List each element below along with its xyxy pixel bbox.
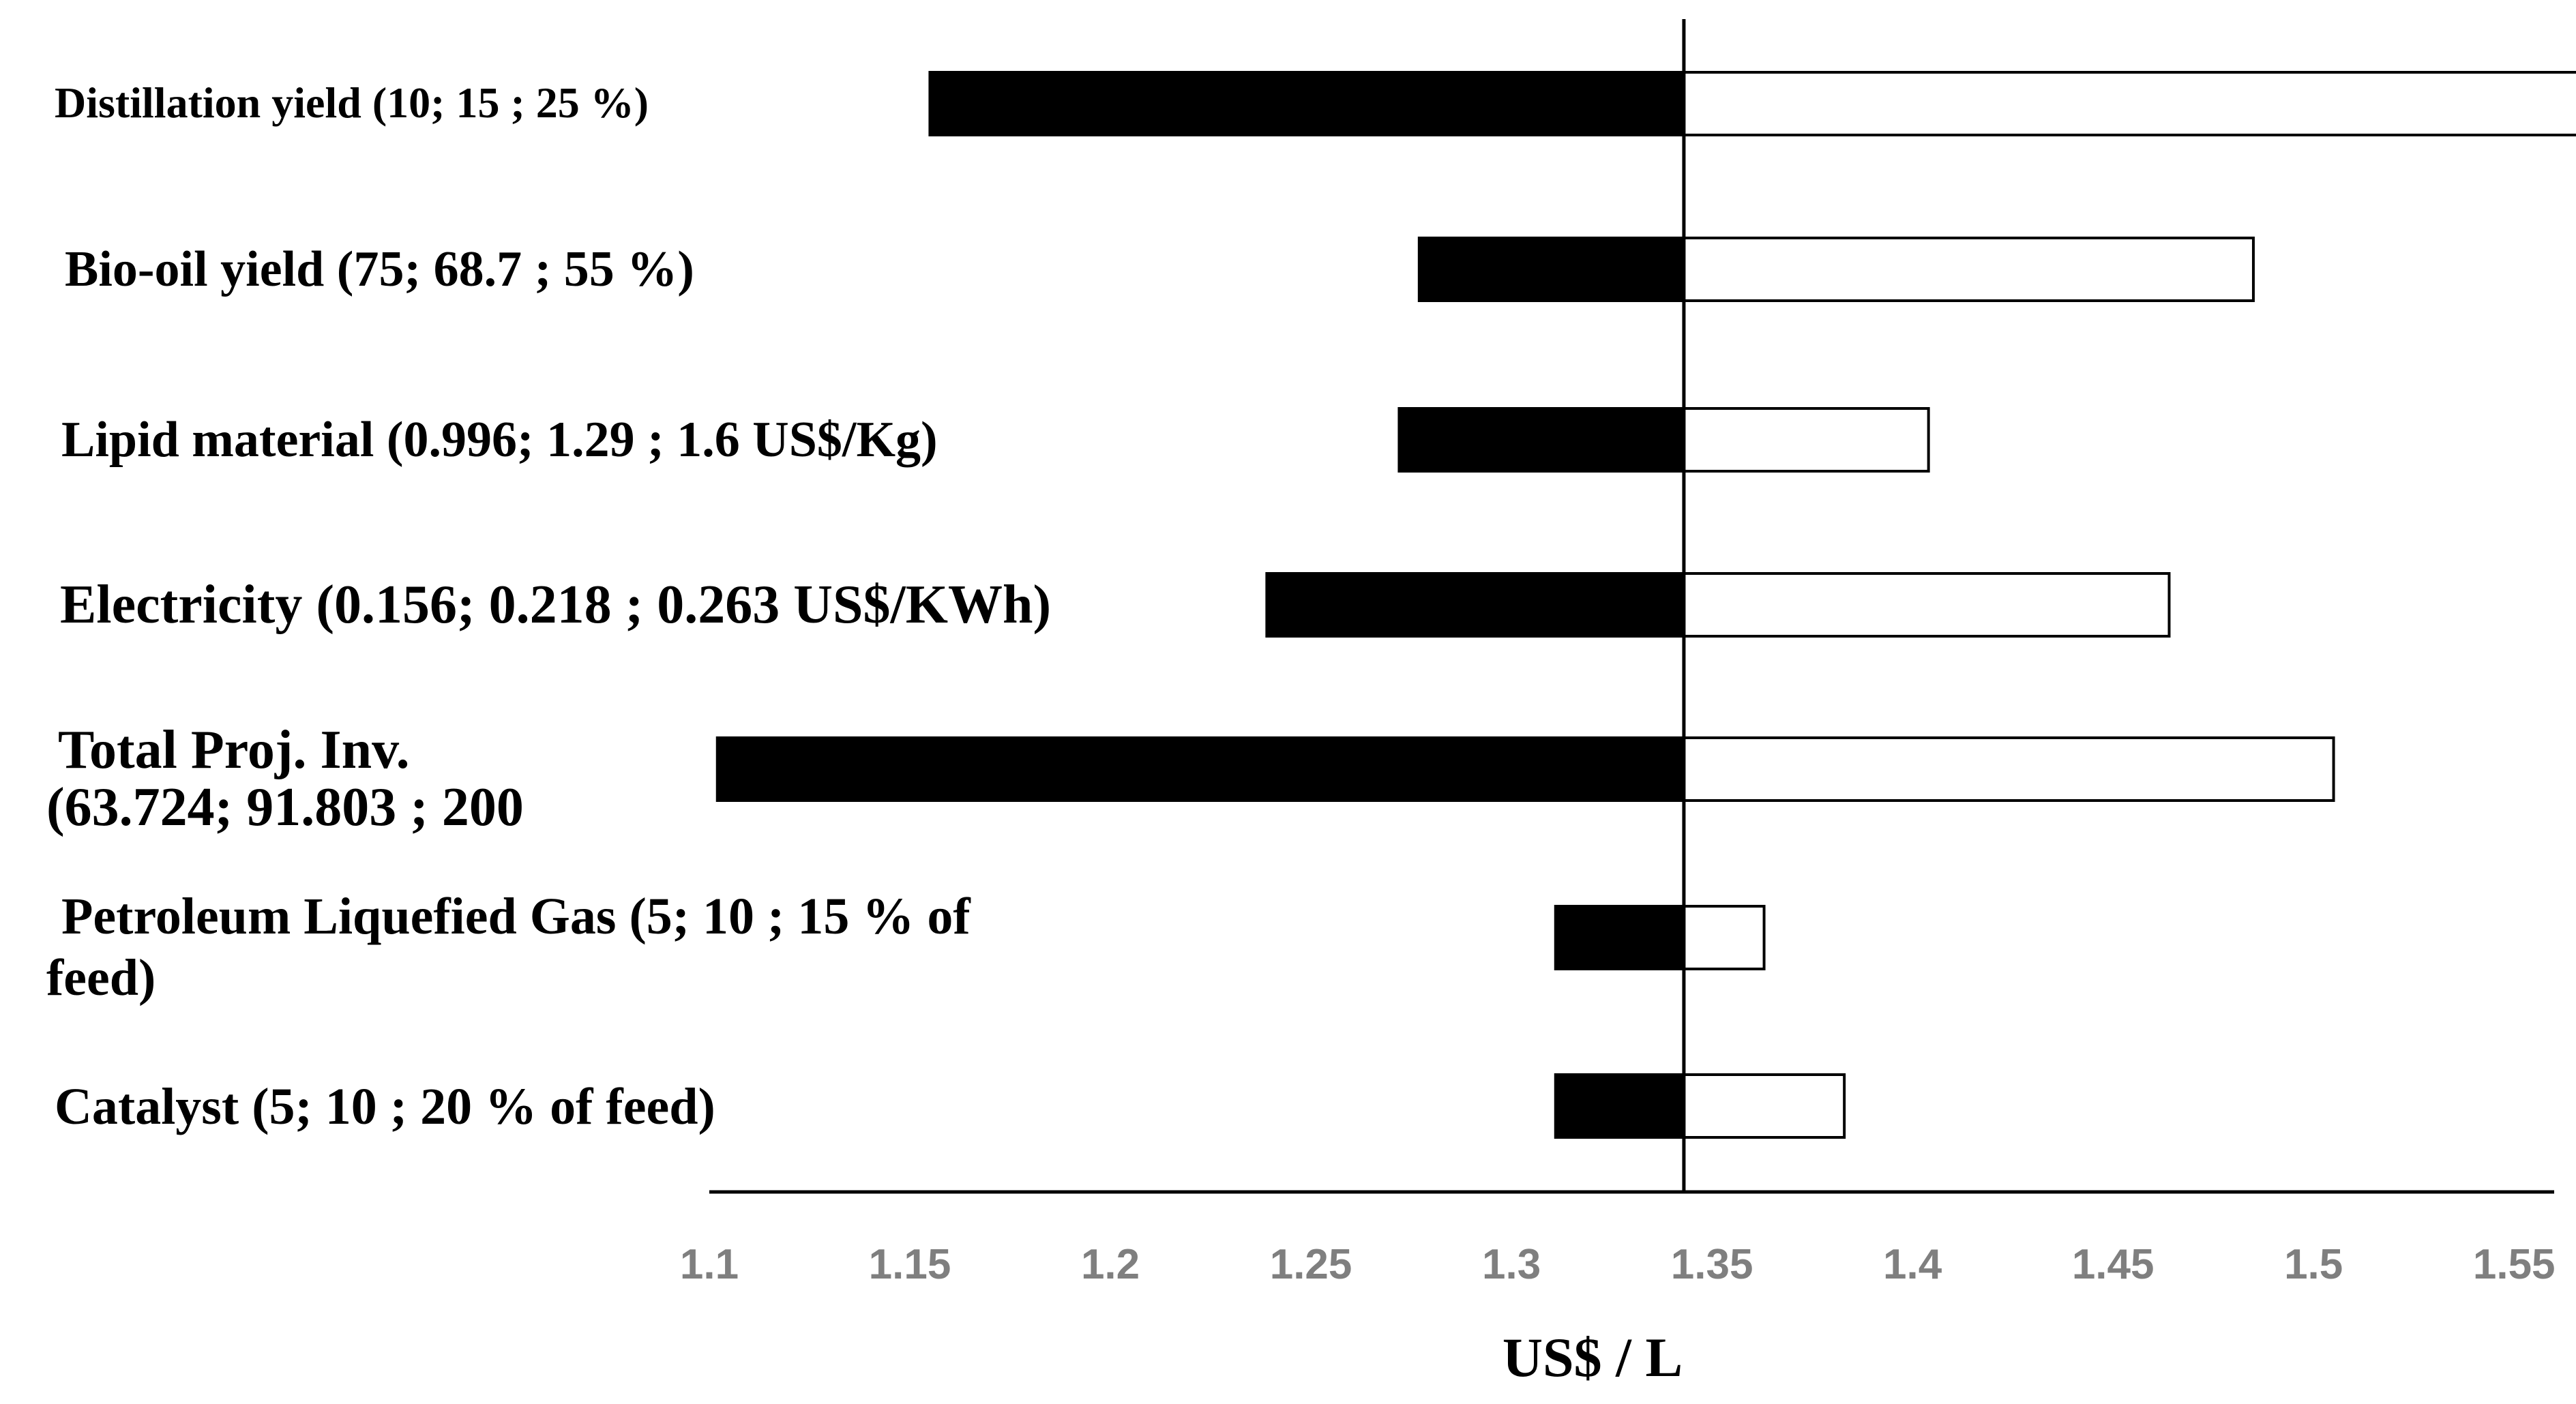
bar-high-1 (1682, 71, 2576, 136)
bar-high-6 (1682, 905, 1766, 970)
category-label-5-line-1: Total Proj. Inv. (58, 720, 410, 780)
category-label-6-line-2: feed) (46, 949, 156, 1006)
category-label-4-line-1: Electricity (0.156; 0.218 ; 0.263 US$/KW… (60, 575, 1051, 635)
bar-low-3 (1397, 407, 1685, 473)
x-tick-label-3: 1.2 (1081, 1241, 1140, 1288)
bar-group (715, 71, 2576, 1139)
category-label-1-line-1: Distillation yield (10; 15 ; 25 %) (55, 78, 649, 127)
bar-high-7 (1682, 1073, 1846, 1139)
x-tick-label-8: 1.45 (2072, 1241, 2155, 1288)
category-label-2-line-1: Bio-oil yield (75; 68.7 ; 55 %) (65, 241, 694, 297)
bar-high-5 (1682, 736, 2335, 802)
x-tick-labels: 1.1 1.15 1.2 1.25 1.3 1.35 1.4 1.45 1.5 1.55 (680, 1241, 2556, 1288)
bar-low-5 (715, 736, 1685, 802)
x-tick-label-4: 1.25 (1270, 1241, 1352, 1288)
x-tick-label-10: 1.55 (2473, 1241, 2556, 1288)
x-tick-label-1: 1.1 (680, 1241, 739, 1288)
bar-low-7 (1554, 1073, 1685, 1139)
category-label-3-line-1: Lipid material (0.996; 1.29 ; 1.6 US$/Kg… (61, 412, 938, 468)
bar-high-2 (1682, 237, 2255, 302)
category-labels: Distillation yield (10; 15 ; 25 %) Bio-oi… (46, 78, 1051, 1135)
bar-high-4 (1682, 572, 2171, 638)
bar-low-4 (1265, 572, 1685, 638)
category-label-6-line-1: Petroleum Liquefied Gas (5; 10 ; 15 % of (61, 888, 971, 945)
x-tick-label-5: 1.3 (1482, 1241, 1541, 1288)
x-tick-label-9: 1.5 (2284, 1241, 2343, 1288)
x-tick-label-7: 1.4 (1883, 1241, 1942, 1288)
bar-high-3 (1682, 407, 1930, 473)
x-axis-title: US$ / L (1502, 1326, 1683, 1388)
bar-low-1 (928, 71, 1685, 136)
bar-low-6 (1554, 905, 1685, 970)
category-label-5-line-2: (63.724; 91.803 ; 200 (46, 777, 524, 837)
bar-low-2 (1417, 237, 1685, 302)
x-tick-label-2: 1.15 (869, 1241, 951, 1288)
x-tick-label-6: 1.35 (1671, 1241, 1753, 1288)
category-label-7-line-1: Catalyst (5; 10 ; 20 % of feed) (55, 1078, 715, 1135)
